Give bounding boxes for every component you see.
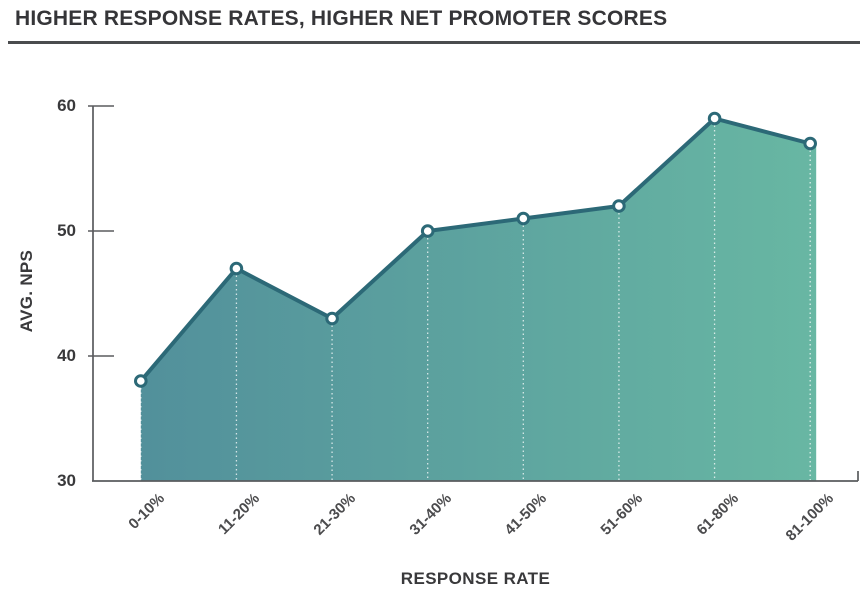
title-underline <box>8 41 860 44</box>
data-point-11-20% <box>229 261 244 276</box>
x-axis-title: RESPONSE RATE <box>400 569 551 588</box>
page-title: HIGHER RESPONSE RATES, HIGHER NET PROMOT… <box>15 7 668 30</box>
y-tick-label-60: 60 <box>57 96 76 115</box>
data-point-0-10% <box>134 374 148 388</box>
y-tick-label-40: 40 <box>57 346 76 365</box>
data-point-51-60% <box>612 199 626 213</box>
data-point-81-100% <box>803 136 818 151</box>
y-tick-label-50: 50 <box>57 221 76 240</box>
data-point-41-50% <box>516 211 531 226</box>
data-point-21-30% <box>325 311 339 326</box>
y-axis-title: AVG. NPS <box>17 249 36 333</box>
data-point-61-80% <box>707 111 722 126</box>
area-fill <box>140 118 817 481</box>
data-point-31-40% <box>420 224 435 238</box>
y-tick-label-30: 30 <box>57 471 76 490</box>
trend-line <box>138 116 813 383</box>
